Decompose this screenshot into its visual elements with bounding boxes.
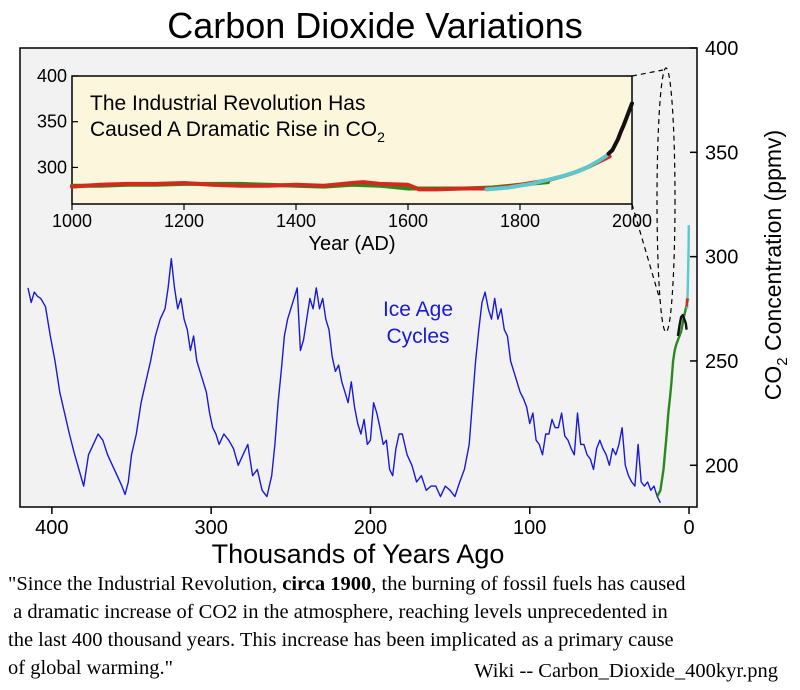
caption-line-1: "Since the Industrial Revolution, circa … — [8, 570, 798, 598]
main-series-line-4 — [685, 298, 689, 307]
y-axis-label-prefix: CO — [760, 366, 786, 401]
caption-line-3: the last 400 thousand years. This increa… — [8, 629, 674, 651]
y-axis-label-suffix: Concentration (ppmv) — [760, 130, 786, 358]
inset-title-subscript: 2 — [377, 129, 385, 145]
annotation-ice-age: Ice Age — [383, 298, 453, 321]
inset-x-tick-label: 1800 — [500, 211, 540, 231]
inset-x-tick-label: 1000 — [52, 211, 92, 231]
inset-y-tick-label: 400 — [37, 66, 67, 86]
caption-line-1-after: , the burning of fossil fuels has caused — [371, 573, 686, 595]
inset-x-tick-label: 1400 — [276, 211, 316, 231]
inset-x-tick-label: 1600 — [388, 211, 428, 231]
x-tick-label: 0 — [683, 517, 694, 539]
inset-x-tick-label: 1200 — [164, 211, 204, 231]
caption-text: "Since the Industrial Revolution, circa … — [8, 570, 798, 682]
y-tick-label: 350 — [705, 142, 738, 164]
x-tick-label: 200 — [354, 517, 387, 539]
inset-y-tick-label: 350 — [37, 112, 67, 132]
y-axis-label-subscript: 2 — [774, 357, 791, 365]
main-series-line-3 — [685, 225, 690, 309]
zoom-connector-bottom — [631, 203, 661, 301]
co2-chart-figure: Carbon Dioxide Variations 400 300 200 100 0 Th… — [19, 5, 791, 569]
main-series-line-1 — [656, 298, 690, 498]
zoom-region-ellipse — [656, 67, 676, 333]
inset-title-line-1: The Industrial Revolution Has — [90, 92, 365, 115]
caption-bold-phrase: circa 1900 — [282, 573, 372, 595]
inset-x-tick-label: 2000 — [612, 211, 652, 231]
inset-title-line-2-text: Caused A Dramatic Rise in CO — [90, 118, 377, 141]
inset-y-tick-label: 300 — [37, 157, 67, 177]
x-tick-label: 100 — [513, 517, 546, 539]
x-tick-label: 400 — [35, 517, 68, 539]
caption-line-1-before: "Since the Industrial Revolution, — [8, 573, 283, 595]
y-tick-label: 200 — [705, 455, 738, 477]
y-tick-label: 300 — [705, 247, 738, 269]
annotation-cycles: Cycles — [386, 325, 449, 348]
caption-line-2: a dramatic increase of CO2 in the atmosp… — [8, 601, 668, 623]
main-series-line-2 — [676, 313, 688, 337]
y-axis-label: CO2 Concentration (ppmv) — [760, 130, 791, 400]
inset-x-axis-label: Year (AD) — [308, 233, 395, 255]
y-tick-label: 250 — [705, 351, 738, 373]
x-axis-label: Thousands of Years Ago — [212, 539, 505, 569]
y-tick-label: 400 — [705, 38, 738, 60]
caption-line-4: of global warming." — [8, 657, 173, 679]
chart-title: Carbon Dioxide Variations — [167, 5, 583, 46]
inset-series-line-3 — [606, 101, 634, 156]
main-series-line-0 — [27, 258, 662, 504]
source-note: Wiki -- Carbon_Dioxide_400kyr.png — [474, 660, 778, 682]
inset-title-line-2: Caused A Dramatic Rise in CO2 — [90, 118, 385, 145]
inset-series-line-2 — [484, 153, 609, 192]
x-tick-label: 300 — [194, 517, 227, 539]
